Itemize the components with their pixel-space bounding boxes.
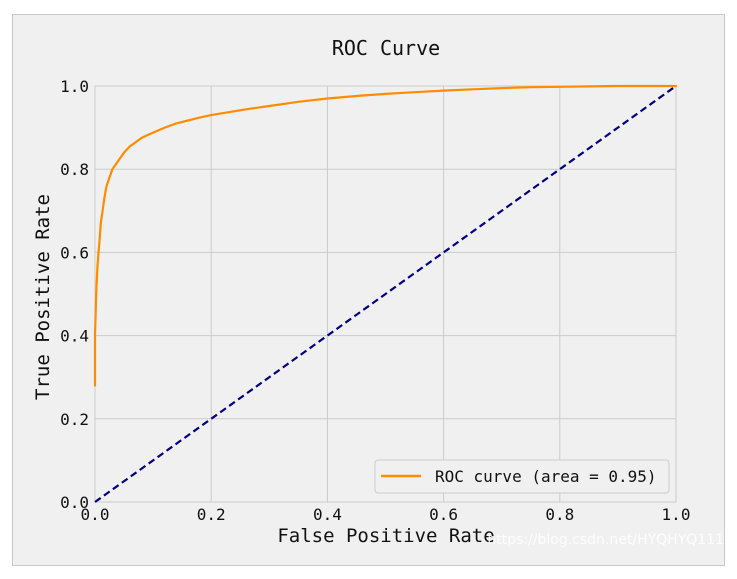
grid-lines — [94, 85, 677, 503]
watermark: https://blog.csdn.net/HYQHYQ111 — [487, 532, 724, 548]
y-axis-label: True Positive Rate — [32, 194, 54, 400]
x-axis-label: False Positive Rate — [277, 525, 494, 547]
chance-diagonal-line — [94, 85, 677, 503]
legend-box — [374, 459, 670, 494]
legend: ROC curve (area = 0.95) — [374, 459, 670, 494]
x-tick-label: 0.6 — [429, 505, 458, 524]
x-tick-label: 0.8 — [545, 505, 574, 524]
y-tick-label: 0.2 — [60, 410, 89, 429]
y-tick-label: 1.0 — [60, 77, 89, 96]
x-tick-label: 0.2 — [197, 505, 226, 524]
x-tick-label: 0.4 — [313, 505, 342, 524]
y-tick-label: 0.0 — [60, 493, 89, 512]
roc-curve-line — [93, 84, 678, 387]
x-tick-label: 0.0 — [81, 505, 110, 524]
x-tick-labels: 0.0 0.2 0.4 0.6 0.8 1.0 — [81, 505, 691, 524]
y-tick-label: 0.4 — [60, 327, 89, 346]
series-lines — [93, 84, 678, 503]
roc-chart: 0.0 0.2 0.4 0.6 0.8 1.0 0.0 0.2 0.4 0.6 0.8 1.0 RO… — [32, 36, 724, 548]
figure-frame: 0.0 0.2 0.4 0.6 0.8 1.0 0.0 0.2 0.4 0.6 0.8 1.0 RO… — [12, 14, 725, 566]
y-tick-label: 0.8 — [60, 160, 89, 179]
y-tick-label: 0.6 — [60, 243, 89, 262]
chart-title: ROC Curve — [332, 36, 440, 60]
legend-label: ROC curve (area = 0.95) — [435, 467, 657, 486]
x-tick-label: 1.0 — [662, 505, 691, 524]
y-tick-labels: 0.0 0.2 0.4 0.6 0.8 1.0 — [60, 77, 89, 512]
